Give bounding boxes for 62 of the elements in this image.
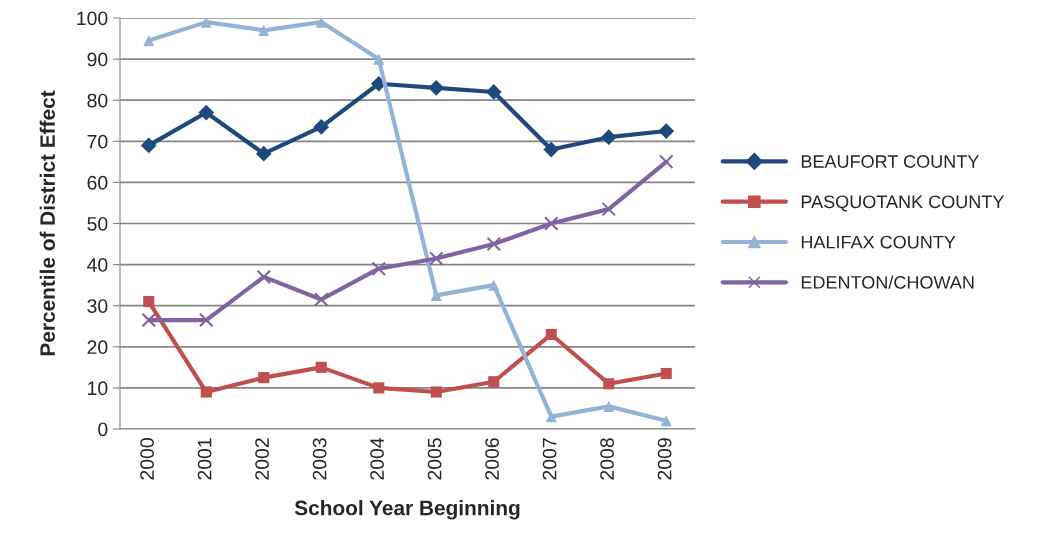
x-tick-label: 2000 xyxy=(140,438,154,480)
point xyxy=(543,141,560,158)
point xyxy=(256,269,272,285)
point xyxy=(603,378,615,390)
point xyxy=(198,104,215,121)
point xyxy=(140,137,157,154)
point xyxy=(258,372,270,384)
point xyxy=(485,84,502,100)
x-tick-label: 2007 xyxy=(542,438,557,480)
point xyxy=(658,154,674,170)
point xyxy=(430,386,442,398)
point xyxy=(143,296,155,308)
y-tick-label: 0 xyxy=(98,422,108,437)
point xyxy=(660,367,672,380)
x-tick-label: 2001 xyxy=(197,438,212,480)
y-tick-label: 90 xyxy=(87,52,108,67)
y-tick-label: 20 xyxy=(87,340,108,355)
x-tick-label: 2008 xyxy=(600,438,614,480)
x-tick-label: 2005 xyxy=(427,438,442,480)
point xyxy=(200,18,212,28)
point xyxy=(658,123,675,139)
point xyxy=(603,400,615,412)
point xyxy=(141,312,157,328)
point xyxy=(601,201,617,217)
x-tick-label: 2004 xyxy=(370,437,384,480)
point xyxy=(428,251,444,266)
point xyxy=(315,18,327,28)
legend-label: BEAUFORT COUNTY xyxy=(801,155,979,168)
point xyxy=(198,312,214,328)
x-tick-label: 2003 xyxy=(312,438,327,480)
point xyxy=(543,216,559,231)
x-tick-label: 2009 xyxy=(657,438,672,480)
point xyxy=(488,376,500,388)
point xyxy=(373,382,385,394)
point xyxy=(373,53,385,65)
point xyxy=(200,386,212,398)
legend-label: PASQUOTANK COUNTY xyxy=(801,195,1004,212)
y-tick-label: 30 xyxy=(87,299,108,313)
y-tick-label: 60 xyxy=(87,175,108,190)
y-axis-title: Percentile of District Effect xyxy=(39,90,55,356)
y-tick-label: 40 xyxy=(87,258,108,272)
x-tick-label: 2002 xyxy=(255,438,269,480)
point xyxy=(488,279,500,291)
point xyxy=(258,24,270,36)
x-axis-title: School Year Beginning xyxy=(294,500,520,520)
point xyxy=(600,129,617,146)
y-tick-label: 80 xyxy=(87,93,108,108)
y-tick-label: 70 xyxy=(87,134,108,149)
legend-label: EDENTON/CHOWAN xyxy=(801,275,974,289)
legend-label: HALIFAX COUNTY xyxy=(801,235,956,249)
y-tick-label: 50 xyxy=(87,216,108,231)
point xyxy=(255,145,272,162)
x-tick-label: 2006 xyxy=(485,438,499,480)
point xyxy=(371,261,387,276)
point xyxy=(313,119,330,135)
point xyxy=(486,236,502,252)
point xyxy=(315,361,327,373)
point xyxy=(313,292,329,307)
point xyxy=(428,80,445,96)
point xyxy=(545,328,557,341)
y-tick-label: 10 xyxy=(88,381,108,396)
y-tick-label: 100 xyxy=(77,11,108,26)
